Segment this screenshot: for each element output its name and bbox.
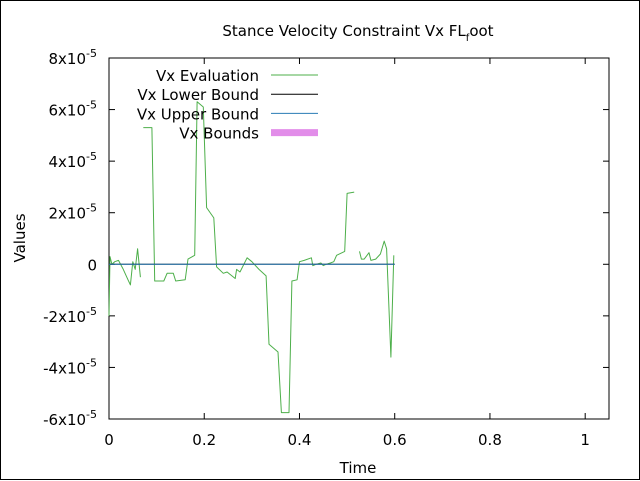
y-tick-exponent: -5 [86, 408, 97, 421]
y-tick-label: 8x10-5 [49, 47, 97, 68]
series-layer [108, 101, 395, 414]
y-tick-mantissa: 8x10 [49, 50, 87, 68]
legend-label: Vx Lower Bound [137, 86, 259, 104]
y-tick-exponent: -5 [86, 356, 97, 369]
chart-title-suffix: oot [469, 22, 493, 40]
x-axis-label: Time [339, 459, 377, 477]
x-tick-label: 1 [580, 431, 590, 449]
y-tick-exponent: -5 [86, 99, 97, 112]
series-line-0 [359, 240, 395, 358]
y-tick-label: 2x10-5 [49, 202, 97, 223]
legend-label: Vx Bounds [179, 125, 259, 143]
y-tick-exponent: -5 [86, 305, 97, 318]
chart-title: Stance Velocity Constraint Vx FLfoot [222, 22, 493, 44]
x-tick-label: 0.8 [478, 431, 502, 449]
chart-title-main: Stance Velocity Constraint Vx FL [222, 22, 466, 40]
series-line-0 [108, 248, 141, 316]
y-tick-label: -6x10-5 [43, 408, 97, 429]
y-tick-mantissa: 4x10 [49, 153, 87, 171]
y-tick-label: -2x10-5 [43, 305, 97, 326]
y-axis-label: Values [11, 213, 29, 262]
y-tick-mantissa: -2x10 [43, 308, 86, 326]
legend-label: Vx Upper Bound [137, 105, 259, 123]
y-tick-mantissa: 2x10 [49, 205, 87, 223]
y-tick-label: 0 [87, 256, 97, 274]
y-tick-exponent: -5 [86, 150, 97, 163]
chart-title-subscript: f [466, 33, 470, 44]
plot-frame [108, 57, 610, 420]
y-tick-mantissa: 0 [87, 256, 97, 274]
y-tick-mantissa: -4x10 [43, 359, 86, 377]
legend-label: Vx Evaluation [156, 67, 259, 85]
y-tick-label: 4x10-5 [49, 150, 97, 171]
x-tick-label: 0.6 [383, 431, 407, 449]
y-tick-exponent: -5 [86, 47, 97, 60]
y-tick-label: -4x10-5 [43, 356, 97, 377]
y-tick-mantissa: -6x10 [43, 411, 86, 429]
y-tick-mantissa: 6x10 [49, 102, 87, 120]
x-tick-label: 0 [104, 431, 114, 449]
y-tick-label: 6x10-5 [49, 99, 97, 120]
series-line-0 [143, 101, 355, 414]
x-tick-label: 0.4 [288, 431, 312, 449]
x-tick-label: 0.2 [192, 431, 216, 449]
ticks-layer: 0 0.2 0.4 0.6 0.8 18x10-56x10-54x10-52x10-50-… [43, 47, 609, 449]
y-tick-exponent: -5 [86, 202, 97, 215]
